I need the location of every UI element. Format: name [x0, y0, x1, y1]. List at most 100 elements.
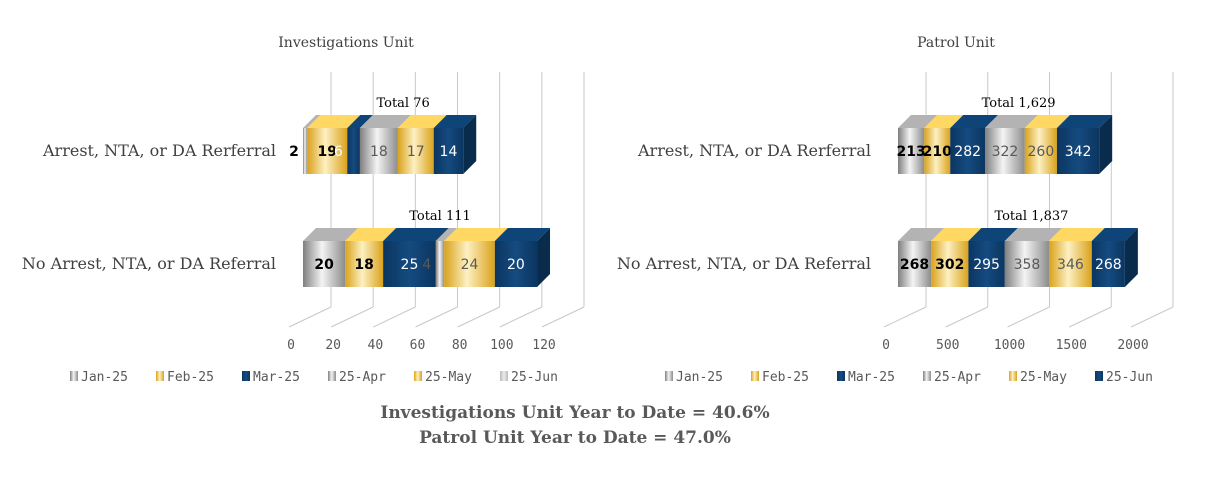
gridline-floor [1007, 306, 1050, 328]
x-tick-label: 500 [936, 338, 959, 353]
bar-segment-top [397, 115, 447, 128]
data-label: 322 [992, 144, 1019, 160]
bar-segment [303, 128, 308, 174]
bar-segment [898, 241, 932, 287]
bar-segment-top [1091, 228, 1138, 241]
x-tick-label: 120 [532, 338, 555, 353]
data-label: 210 [923, 144, 952, 160]
bar-segment [444, 241, 495, 287]
bar-segment-top [435, 228, 458, 241]
data-label: 6 [334, 144, 343, 160]
total-label: Total 1,837 [994, 209, 1068, 224]
x-tick-label: 2000 [1117, 338, 1148, 353]
data-label: 20 [507, 257, 525, 273]
data-label: 17 [407, 144, 425, 160]
bar-segment-top [1004, 228, 1063, 241]
bar-segment [968, 241, 1005, 287]
category-label: Arrest, NTA, or DA Rerferral [42, 141, 276, 160]
gridline-floor [373, 306, 416, 328]
data-label: 342 [1065, 144, 1092, 160]
bar-segment-top [1056, 115, 1113, 128]
category-label: No Arrest, NTA, or DA Referral [617, 254, 871, 273]
legend-swatch [500, 371, 508, 381]
data-label: 268 [900, 257, 929, 273]
bar-segment [924, 128, 951, 174]
gridline-floor [415, 306, 458, 328]
legend-label: Jan-25 [81, 370, 128, 385]
bar-segment-top [1049, 228, 1105, 241]
gridline-floor [1069, 306, 1112, 328]
bar-segment [303, 241, 346, 287]
data-label: 4 [422, 257, 431, 273]
data-label: 25 [401, 257, 419, 273]
category-label: Arrest, NTA, or DA Rerferral [637, 141, 871, 160]
x-tick-label: 60 [410, 338, 426, 353]
bar-segment [931, 241, 969, 287]
gridline-floor [330, 306, 374, 328]
bar-segment-top [950, 115, 999, 128]
bar-segment [347, 128, 360, 174]
x-tick-label: 1000 [994, 338, 1025, 353]
data-label: 358 [1014, 257, 1041, 273]
chart-title: Investigations Unit [278, 35, 414, 51]
data-label: 18 [370, 144, 388, 160]
bar-segment-top [345, 228, 397, 241]
legend-label: 25-Apr [339, 370, 386, 385]
bar-segment-side [1124, 228, 1138, 287]
bar-segment [898, 128, 925, 174]
total-label: Total 76 [376, 96, 429, 111]
bar-segment-top [494, 228, 551, 241]
legend-label: Mar-25 [253, 370, 300, 385]
x-tick-label: 20 [325, 338, 341, 353]
data-label: 2 [289, 144, 299, 160]
bar-segment [1056, 128, 1100, 174]
legend-label: 25-Apr [934, 370, 981, 385]
bar-segment [435, 241, 445, 287]
bar-segment-top [433, 115, 477, 128]
bar-segment [494, 241, 538, 287]
bar-segment-top [985, 115, 1038, 128]
bar-segment-top [1024, 115, 1070, 128]
gridline-floor [1130, 306, 1174, 328]
data-label: 268 [1095, 257, 1122, 273]
legend-swatch [242, 371, 250, 381]
chart-title: Patrol Unit [917, 35, 995, 51]
patrol-ytd-text: Patrol Unit Year to Date = 47.0% [419, 428, 731, 448]
bar-segment-top [898, 228, 945, 241]
gridline-floor [883, 306, 927, 328]
bar-segment-top [307, 115, 361, 128]
bar-segment-top [303, 115, 321, 128]
data-label: 302 [935, 257, 964, 273]
bar-segment [1091, 241, 1125, 287]
legend-label: Feb-25 [167, 370, 214, 385]
data-label: 346 [1057, 257, 1084, 273]
data-label: 14 [440, 144, 458, 160]
bar-segment [433, 128, 464, 174]
legend-swatch [1009, 371, 1017, 381]
bar-segment [1004, 241, 1050, 287]
legend-swatch [328, 371, 336, 381]
x-tick-label: 40 [368, 338, 384, 353]
bar-segment-side [463, 115, 477, 174]
investigations-ytd-text: Investigations Unit Year to Date = 40.6% [380, 403, 770, 423]
bar-segment-top [383, 228, 449, 241]
legend-label: Jan-25 [676, 370, 723, 385]
x-tick-label: 1500 [1056, 338, 1087, 353]
bar-segment [950, 128, 986, 174]
data-label: 213 [897, 144, 926, 160]
bar-segment-top [359, 115, 411, 128]
bar-segment-top [444, 228, 508, 241]
legend-swatch [923, 371, 931, 381]
chart-patrol: Patrol Unit 0 500 1000 1500 2000 Arrest, NTA, … [617, 35, 1174, 385]
x-tick-label: 100 [490, 338, 513, 353]
legend-label: Mar-25 [848, 370, 895, 385]
legend-swatch [156, 371, 164, 381]
total-label: Total 111 [409, 209, 471, 224]
data-label: 18 [354, 257, 373, 273]
gridline-floor [541, 306, 585, 328]
category-label: No Arrest, NTA, or DA Referral [22, 254, 276, 273]
bar-segment-top [968, 228, 1018, 241]
gridline-floor [288, 306, 332, 328]
legend-swatch [837, 371, 845, 381]
